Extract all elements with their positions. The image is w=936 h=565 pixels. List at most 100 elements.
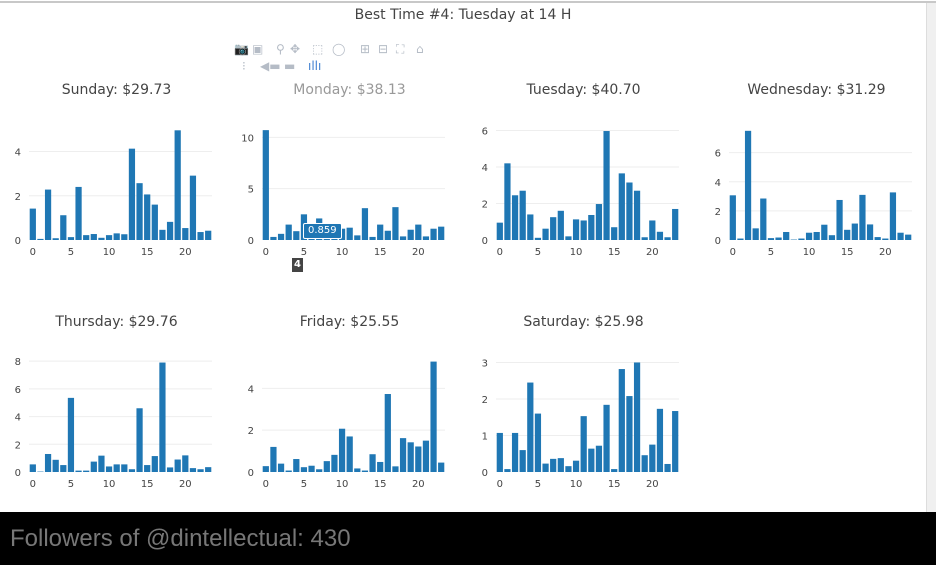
bar[interactable] [338, 428, 346, 472]
bar[interactable] [882, 238, 889, 240]
bar[interactable] [859, 194, 866, 240]
bar[interactable] [128, 148, 136, 240]
bar[interactable] [144, 194, 151, 240]
bar[interactable] [300, 467, 308, 472]
bar[interactable] [159, 362, 166, 472]
bar[interactable] [649, 444, 656, 472]
bar[interactable] [618, 173, 625, 240]
bar[interactable] [346, 227, 353, 240]
bar[interactable] [205, 467, 212, 472]
bar[interactable] [542, 463, 549, 472]
box-select-icon[interactable]: ⬚ [312, 42, 324, 56]
home-icon[interactable]: ⌂ [416, 42, 424, 56]
lasso-icon[interactable]: ◯ [332, 42, 346, 56]
bar[interactable] [737, 238, 744, 240]
bar[interactable] [438, 462, 445, 472]
bar[interactable] [285, 224, 292, 240]
bar[interactable] [384, 394, 391, 472]
bar[interactable] [323, 461, 330, 472]
bar[interactable] [105, 466, 113, 472]
bar[interactable] [821, 224, 828, 240]
bar[interactable] [557, 458, 564, 472]
bar[interactable] [354, 468, 361, 472]
bar[interactable] [550, 458, 557, 472]
bar[interactable] [595, 445, 603, 472]
bar[interactable] [519, 190, 526, 240]
bar[interactable] [430, 361, 437, 472]
bar[interactable] [67, 397, 75, 472]
bar[interactable] [580, 416, 587, 472]
scrollbar[interactable] [926, 3, 936, 512]
bar[interactable] [128, 469, 136, 472]
bar[interactable] [174, 459, 181, 472]
bar[interactable] [580, 220, 587, 240]
bar[interactable] [136, 408, 143, 472]
bar[interactable] [672, 411, 679, 472]
bar[interactable] [151, 456, 158, 472]
bar[interactable] [866, 224, 874, 240]
chart-wednesday[interactable]: Wednesday: $31.29 0 2 4 6 0 5 10 15 20 [700, 75, 933, 275]
chart-friday[interactable]: Friday: $25.55 0 2 4 0 5 10 15 20 [233, 307, 466, 507]
bar[interactable] [775, 237, 782, 240]
bar[interactable] [136, 183, 143, 240]
bar[interactable] [649, 220, 656, 240]
bar[interactable] [392, 466, 399, 472]
zoom-out-icon[interactable]: ⊟ [378, 42, 389, 56]
bar[interactable] [729, 195, 736, 240]
bar[interactable] [588, 214, 595, 240]
hover-compare-icon[interactable]: ▬ [284, 59, 296, 73]
bar[interactable] [166, 221, 174, 240]
bar[interactable] [557, 210, 564, 240]
bar[interactable] [572, 219, 580, 240]
bar[interactable] [504, 469, 511, 472]
bar[interactable] [626, 396, 633, 472]
bar[interactable] [889, 192, 897, 240]
bar[interactable] [197, 469, 204, 472]
bar[interactable] [60, 465, 67, 472]
bar[interactable] [595, 204, 603, 240]
bar[interactable] [346, 436, 353, 472]
bar[interactable] [496, 432, 503, 472]
bar[interactable] [166, 467, 174, 472]
bar[interactable] [422, 440, 430, 472]
bar[interactable] [270, 446, 277, 472]
bar[interactable] [52, 459, 59, 472]
bar[interactable] [504, 163, 511, 240]
bar[interactable] [369, 236, 376, 240]
bar[interactable] [29, 208, 36, 240]
bar[interactable] [354, 235, 361, 240]
bar[interactable] [338, 228, 346, 240]
bar[interactable] [392, 207, 399, 240]
bar[interactable] [83, 235, 90, 240]
save-icon[interactable]: ▣ [252, 42, 264, 56]
bar[interactable] [361, 470, 369, 472]
bar[interactable] [588, 448, 595, 472]
bar[interactable] [407, 442, 414, 472]
bar[interactable] [656, 231, 664, 240]
chart-tuesday[interactable]: Tuesday: $40.70 0 2 4 6 0 5 10 15 20 [467, 75, 700, 275]
bar[interactable] [377, 224, 384, 240]
chart-saturday[interactable]: Saturday: $25.98 0 1 2 3 0 5 10 15 20 [467, 307, 700, 507]
bar[interactable] [83, 470, 90, 472]
bar[interactable] [189, 468, 197, 472]
bar[interactable] [293, 459, 300, 472]
bar[interactable] [113, 233, 120, 240]
bar[interactable] [672, 208, 679, 240]
bar[interactable] [519, 450, 526, 472]
bar[interactable] [60, 215, 67, 240]
bar[interactable] [399, 236, 407, 240]
bar[interactable] [511, 432, 519, 472]
bar[interactable] [527, 382, 534, 472]
bar[interactable] [98, 237, 105, 240]
bar[interactable] [144, 465, 151, 472]
bar[interactable] [438, 226, 445, 240]
bar[interactable] [550, 217, 557, 240]
bar[interactable] [44, 189, 52, 240]
bar[interactable] [603, 131, 610, 240]
bar[interactable] [277, 233, 285, 240]
bar[interactable] [151, 204, 158, 240]
bar[interactable] [90, 461, 97, 472]
bar[interactable] [37, 238, 44, 240]
bar[interactable] [828, 235, 836, 240]
bar[interactable] [121, 234, 128, 240]
